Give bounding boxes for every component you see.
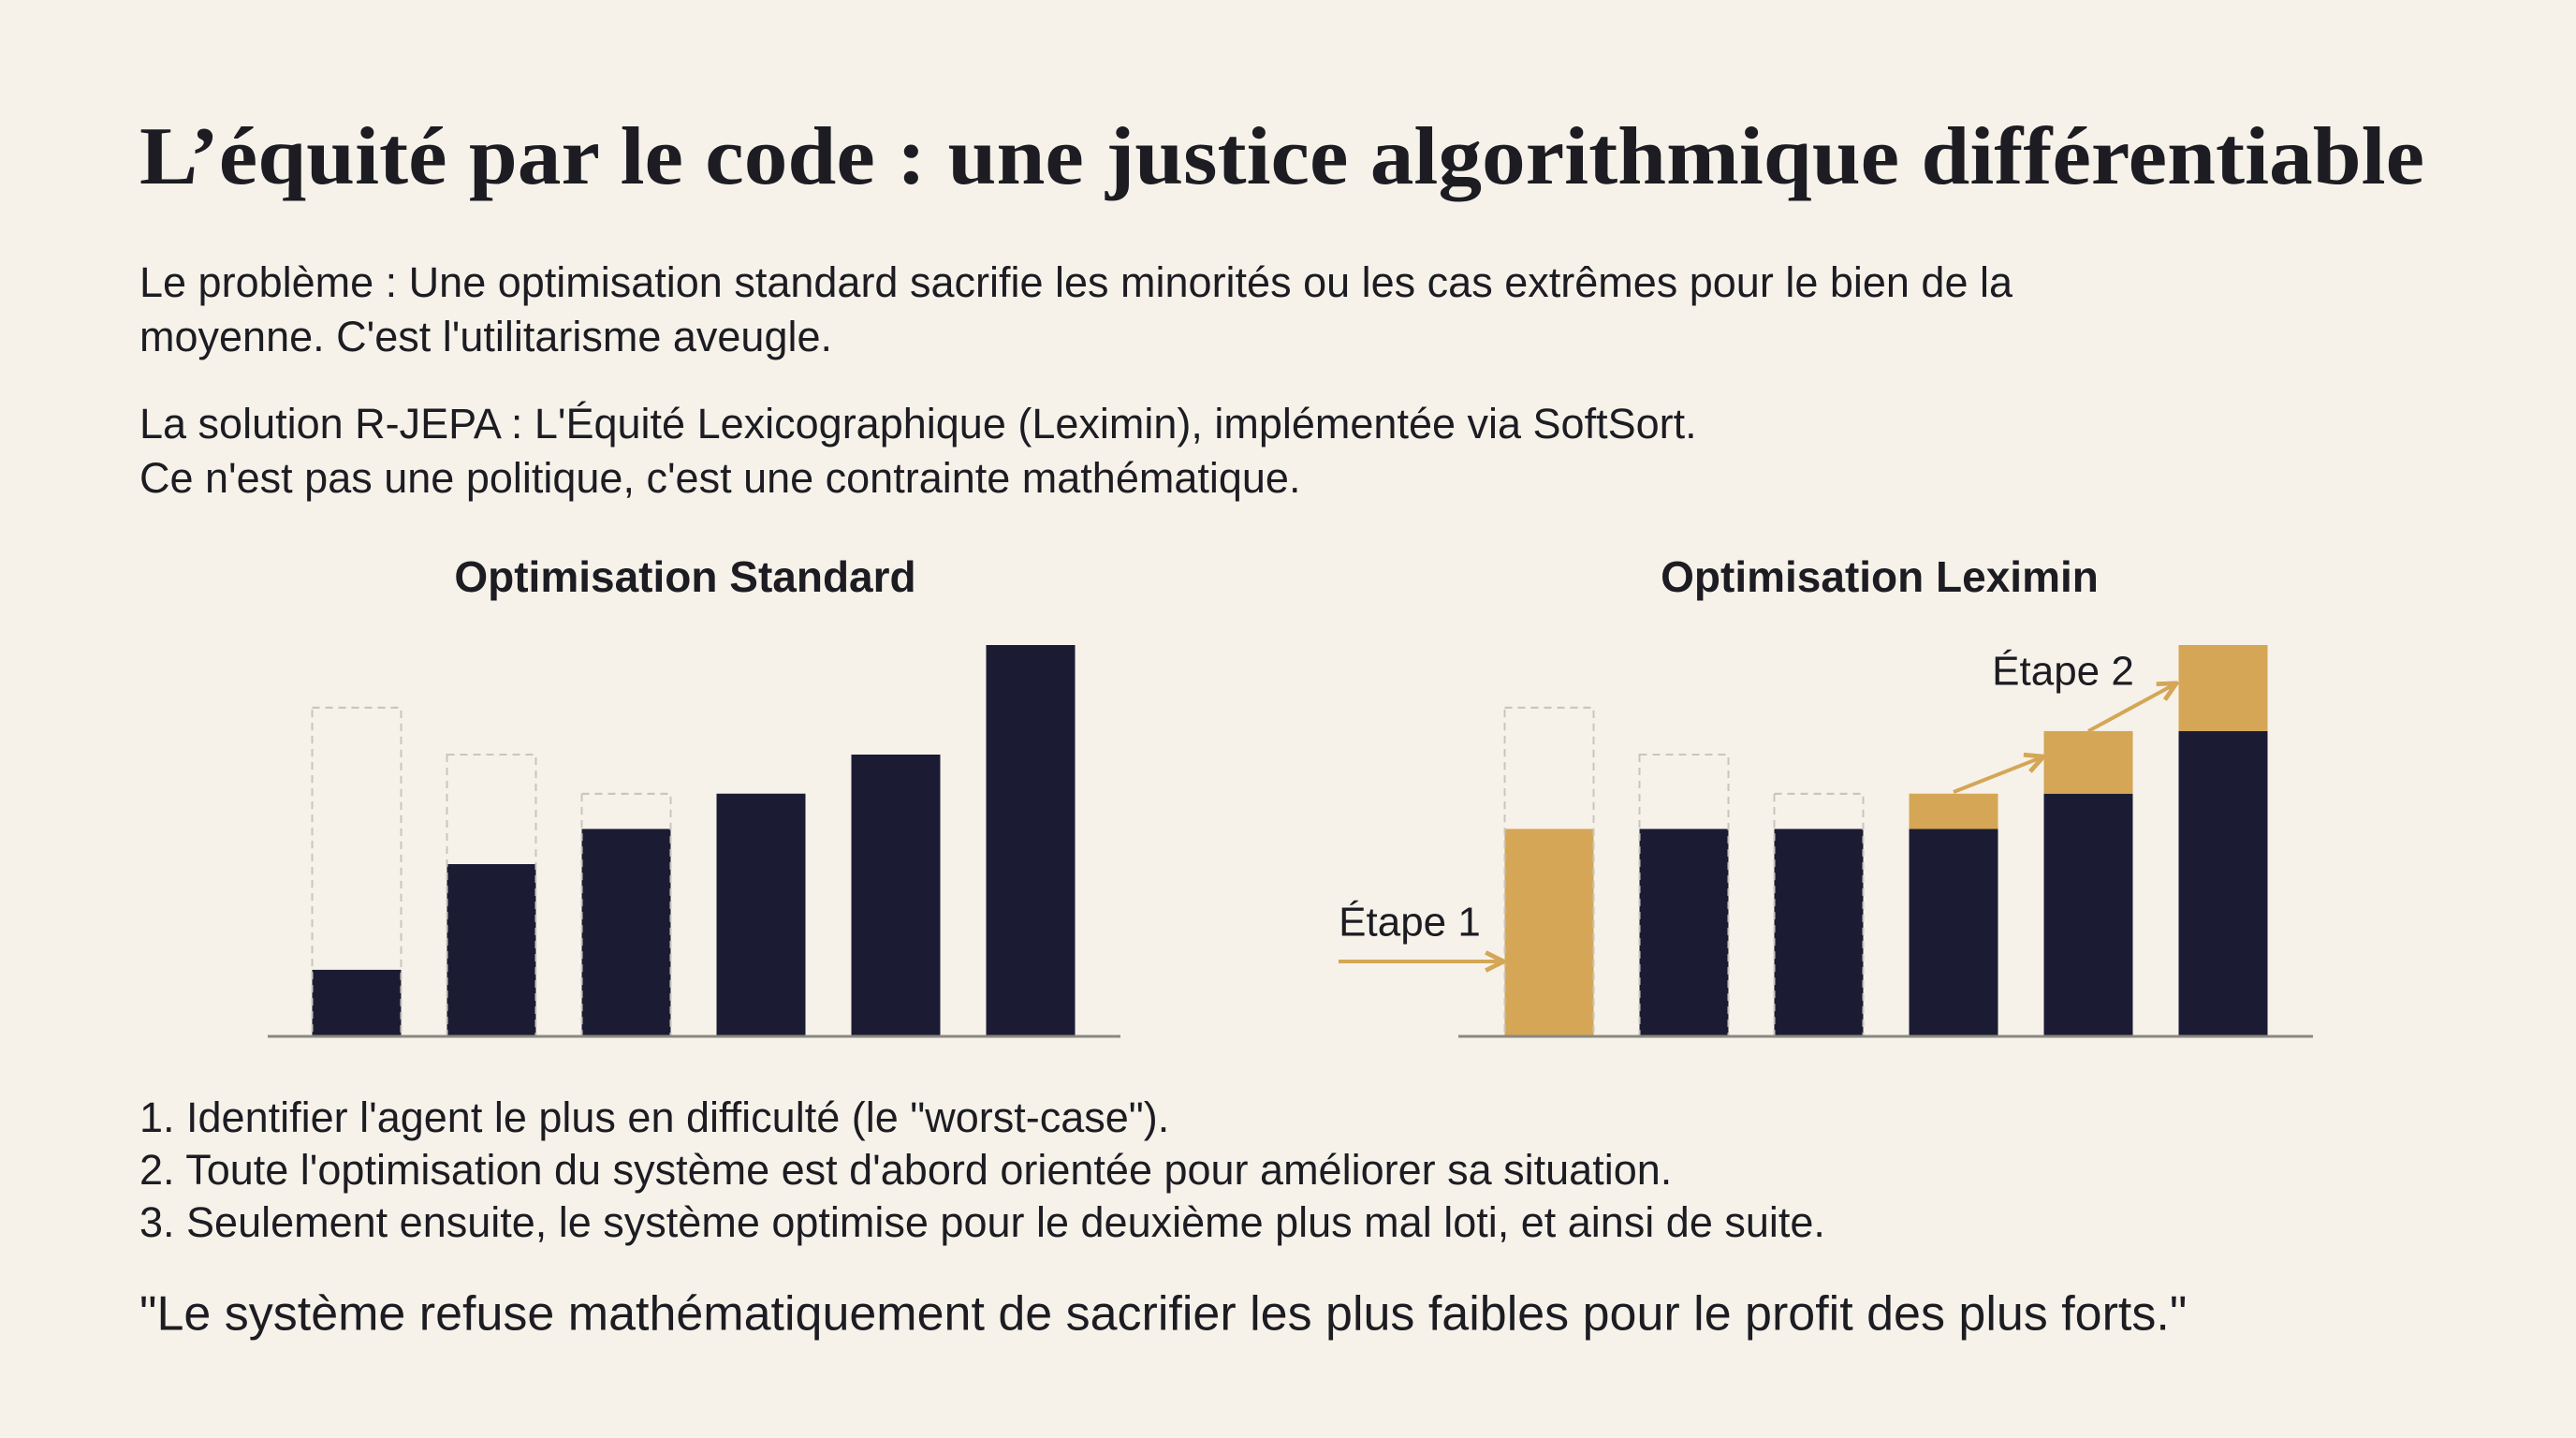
problem-line: moyenne. C'est l'utilitarisme aveugle. — [139, 313, 832, 360]
step: 2. Toute l'optimisation du système est d… — [139, 1146, 1672, 1194]
bar-segment — [1909, 829, 1998, 1036]
target-outline — [1773, 792, 1865, 1038]
arrow — [2087, 684, 2174, 733]
target-outline — [446, 754, 537, 1037]
solution-line: Ce n'est pas une politique, c'est une co… — [139, 454, 1300, 502]
bar-segment — [312, 969, 402, 1036]
bar-segment — [1909, 793, 1998, 829]
bar-segment — [2178, 645, 2268, 731]
bar-segment — [986, 645, 1076, 1036]
bar-segment — [1639, 829, 1729, 1036]
step: 1. Identifier l'agent le plus en difficu… — [139, 1093, 1169, 1141]
bar-segment — [581, 829, 671, 1036]
bar-segment — [2178, 730, 2268, 1036]
bar-segment — [716, 793, 806, 1036]
arrow — [1953, 757, 2042, 794]
problem-line: Le problème : Une optimisation standard … — [139, 258, 2013, 306]
quote: "Le système refuse mathématiquement de s… — [139, 1287, 2187, 1342]
bar-segment — [851, 755, 941, 1036]
target-outline — [580, 792, 672, 1038]
bar-segment — [2043, 730, 2133, 794]
step: 3. Seulement ensuite, le système optimis… — [139, 1198, 1825, 1246]
annotation: Étape 1 — [1339, 900, 1481, 946]
chart-title: Optimisation Standard — [454, 552, 915, 601]
target-outline — [1638, 754, 1730, 1037]
solution-line: La solution R-JEPA : L'Équité Lexicograp… — [139, 400, 1697, 448]
slide-title: L’équité par le code : une justice algor… — [139, 111, 2424, 202]
bar-segment — [2043, 793, 2133, 1036]
bar-segment — [446, 864, 536, 1036]
chart-title: Optimisation Leximin — [1661, 552, 2099, 601]
annotation: Étape 2 — [1992, 649, 2134, 695]
bar-segment — [1774, 829, 1864, 1036]
bar-segment — [1504, 829, 1594, 1036]
